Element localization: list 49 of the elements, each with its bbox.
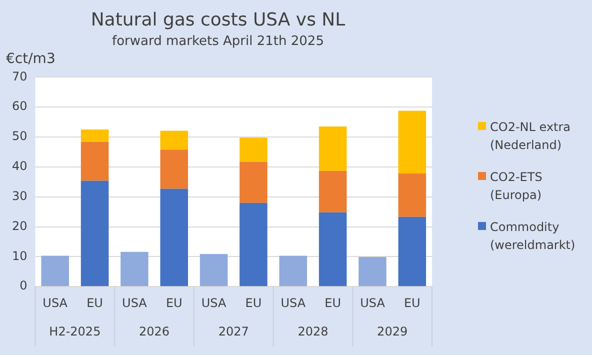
x-tick-label: EU (166, 296, 182, 310)
bar (80, 130, 109, 142)
legend-label: CO2-NL extra (Nederland) (490, 119, 572, 154)
x-tick-label: EU (404, 296, 420, 310)
x-tick-label: EU (324, 296, 342, 310)
bar (398, 174, 426, 217)
bar (41, 256, 69, 286)
text: 2028 (298, 324, 328, 339)
x-tick-label: USA (42, 296, 68, 310)
x-tick-label: USA (122, 296, 148, 310)
legend-label: CO2-ETS (Europa) (490, 169, 544, 204)
bar (318, 170, 347, 212)
bar (398, 216, 426, 286)
bar (160, 150, 188, 189)
y-axis-title: €ct/m3 (6, 50, 56, 67)
x-tick-label: USA (280, 296, 306, 310)
bar (318, 126, 347, 171)
y-tick-label: 50 (12, 129, 28, 144)
bar (200, 254, 228, 286)
bar (80, 142, 109, 181)
bar (160, 130, 188, 150)
bar (279, 256, 308, 286)
y-tick-label: 60 (12, 99, 28, 114)
text: H2-2025 (49, 324, 101, 339)
bar (318, 212, 347, 286)
bar (240, 202, 268, 286)
bar (398, 110, 426, 174)
bar (120, 252, 148, 286)
x-tick-label: EU (86, 296, 103, 310)
bar (358, 256, 386, 286)
y-tick-label: 40 (12, 159, 28, 174)
chart-subtitle: forward markets April 21th 2025 (112, 34, 324, 49)
x-tick-label: USA (360, 296, 386, 310)
x-tick-label: EU (245, 296, 262, 310)
y-tick-label: 30 (12, 188, 28, 203)
chart-title: Natural gas costs USA vs NL (90, 9, 346, 30)
bar (160, 188, 188, 286)
bar (240, 162, 268, 203)
y-tick-label: 10 (12, 248, 28, 263)
y-tick-label: 20 (12, 218, 28, 233)
legend-label: Commodity (wereldmarkt) (490, 219, 576, 254)
text: 2026 (139, 324, 170, 339)
text: 2027 (218, 324, 249, 339)
text: 2029 (377, 324, 408, 339)
y-tick-label: 70 (12, 69, 28, 84)
x-tick-label: USA (201, 296, 227, 310)
bar (80, 180, 109, 286)
bar (240, 138, 268, 162)
y-tick-label: 0 (20, 278, 28, 293)
